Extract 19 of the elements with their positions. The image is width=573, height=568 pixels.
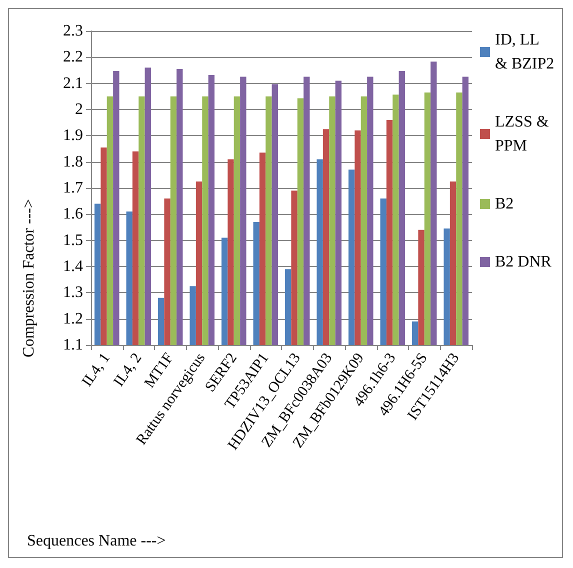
y-tick-label: 1.6 (63, 206, 83, 223)
y-tick-label: 1.7 (63, 180, 83, 196)
legend-label: ID, LL & BZIP2 (495, 32, 554, 72)
y-tick-label: 2.3 (63, 22, 83, 40)
y-axis-title: Compression Factor ---> (20, 199, 38, 358)
legend-label: B2 (495, 196, 514, 212)
x-axis-title: Sequences Name ---> (27, 532, 166, 550)
y-tick-label: 1.2 (63, 310, 83, 328)
x-tick-label: IL4, 2 (111, 350, 146, 390)
y-tick-label: 1.5 (63, 232, 83, 249)
y-tick-label: 1.4 (63, 258, 83, 275)
y-tick-label: 1.9 (63, 127, 83, 144)
y-tick-label: 2 (75, 101, 83, 118)
legend-label: B2 DNR (495, 254, 552, 270)
legend-label: LZSS & PPM (495, 114, 553, 154)
y-tick-label: 2.1 (63, 74, 83, 92)
y-tick-label: 2.2 (63, 48, 83, 66)
y-tick-label: 1.8 (63, 153, 83, 170)
y-tick-label: 1.3 (63, 284, 83, 302)
